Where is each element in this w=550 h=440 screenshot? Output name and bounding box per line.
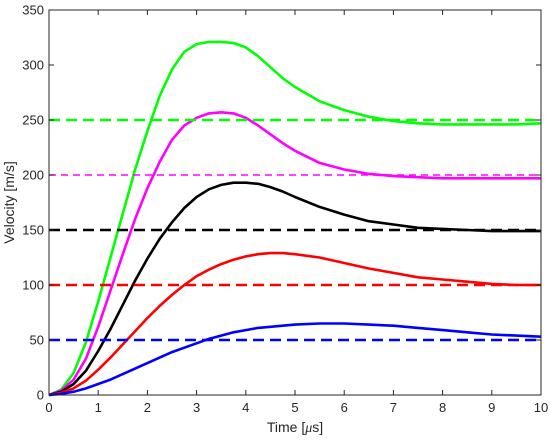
y-axis-label: Velocity [m/s]	[1, 161, 17, 243]
x-axis-label-prefix: Time [	[267, 419, 305, 435]
y-tick-label: 150	[22, 223, 44, 238]
velocity-curve-4	[48, 322, 542, 397]
y-tick-label: 250	[22, 113, 44, 128]
x-tick-label: 6	[341, 400, 348, 415]
plot-area	[49, 10, 541, 395]
x-tick-label: 10	[534, 400, 548, 415]
y-tick-label: 350	[22, 3, 44, 18]
x-axis-label-suffix: s]	[312, 419, 323, 435]
x-tick-label: 1	[95, 400, 102, 415]
x-tick-label: 2	[144, 400, 151, 415]
y-tick-label: 100	[22, 278, 44, 293]
series-layer	[48, 40, 542, 397]
velocity-curve-3	[48, 251, 541, 397]
y-tick-label: 50	[30, 333, 44, 348]
x-axis-label-symbol: μ	[304, 421, 312, 436]
y-tick-label: 300	[22, 58, 44, 73]
velocity-curve-2	[48, 181, 541, 397]
plot-frame	[48, 9, 542, 396]
velocity-curve-0	[48, 40, 542, 397]
x-axis-label: Time [μs]	[267, 419, 323, 436]
x-tick-label: 7	[390, 400, 397, 415]
x-tick-label: 0	[45, 400, 52, 415]
y-tick-label: 200	[22, 168, 44, 183]
x-tick-label: 8	[439, 400, 446, 415]
y-tick-label: 0	[37, 388, 44, 403]
x-tick-label: 3	[193, 400, 200, 415]
x-tick-label: 5	[291, 400, 298, 415]
x-tick-label: 4	[242, 400, 249, 415]
velocity-curve-1	[48, 111, 541, 397]
x-tick-label: 9	[488, 400, 495, 415]
